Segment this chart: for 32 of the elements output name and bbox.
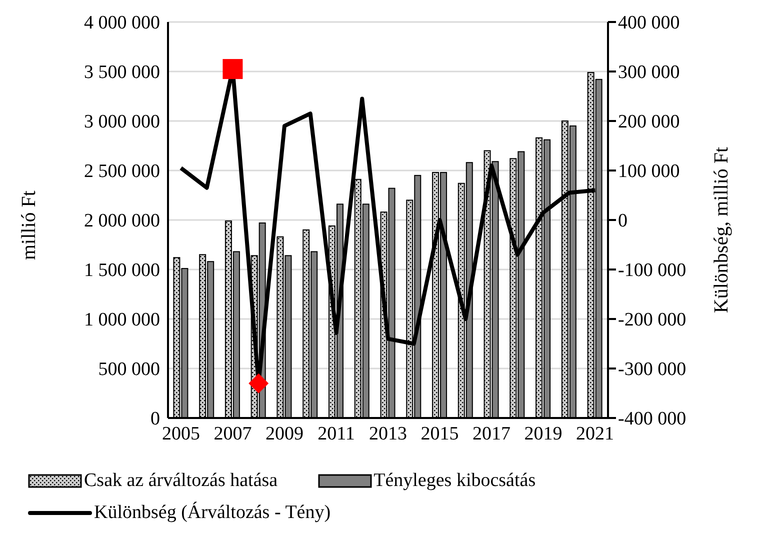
y-tick-label: 3 500 000 (84, 62, 160, 84)
y-axis-title: millió Ft (18, 190, 40, 260)
y2-tick-label: -100 000 (618, 260, 686, 282)
x-tick-label: 2005 (162, 423, 200, 444)
x-tick-label: 2021 (576, 423, 614, 444)
y-tick-label: 3 000 000 (84, 112, 160, 133)
x-tick-label: 2015 (420, 423, 459, 444)
y2-tick-label: 400 000 (618, 12, 680, 34)
y-tick-label: 2 000 000 (84, 210, 160, 232)
y-tick-label: 2 500 000 (84, 161, 160, 182)
legend-label: Tényleges kibocsátás (374, 470, 536, 492)
x-tick-label: 2007 (214, 423, 252, 444)
y2-tick-label: -300 000 (618, 359, 686, 380)
y-tick-label: 1 000 000 (84, 310, 160, 331)
y2-tick-label: -200 000 (618, 310, 686, 331)
y2-axis-title: Különbség, millió Ft (710, 146, 734, 314)
x-tick-label: 2011 (318, 423, 355, 444)
y2-tick-label: 200 000 (618, 112, 680, 133)
y-tick-label: 500 000 (98, 359, 160, 380)
legend-label: Különbség (Árváltozás - Tény) (94, 502, 331, 524)
y-tick-label: 4 000 000 (84, 12, 160, 34)
x-tick-label: 2019 (524, 423, 562, 444)
y2-tick-label: -400 000 (618, 408, 686, 430)
y2-tick-label: 100 000 (618, 161, 680, 182)
x-tick-label: 2017 (472, 423, 511, 444)
y-tick-label: 0 (150, 408, 160, 430)
y2-tick-label: 300 000 (618, 62, 680, 84)
y2-tick-label: 0 (618, 210, 628, 232)
x-tick-label: 2009 (265, 423, 304, 444)
legend-label: Csak az árváltozás hatása (84, 470, 278, 492)
x-tick-label: 2013 (369, 423, 407, 444)
y-tick-label: 1 500 000 (84, 260, 160, 282)
